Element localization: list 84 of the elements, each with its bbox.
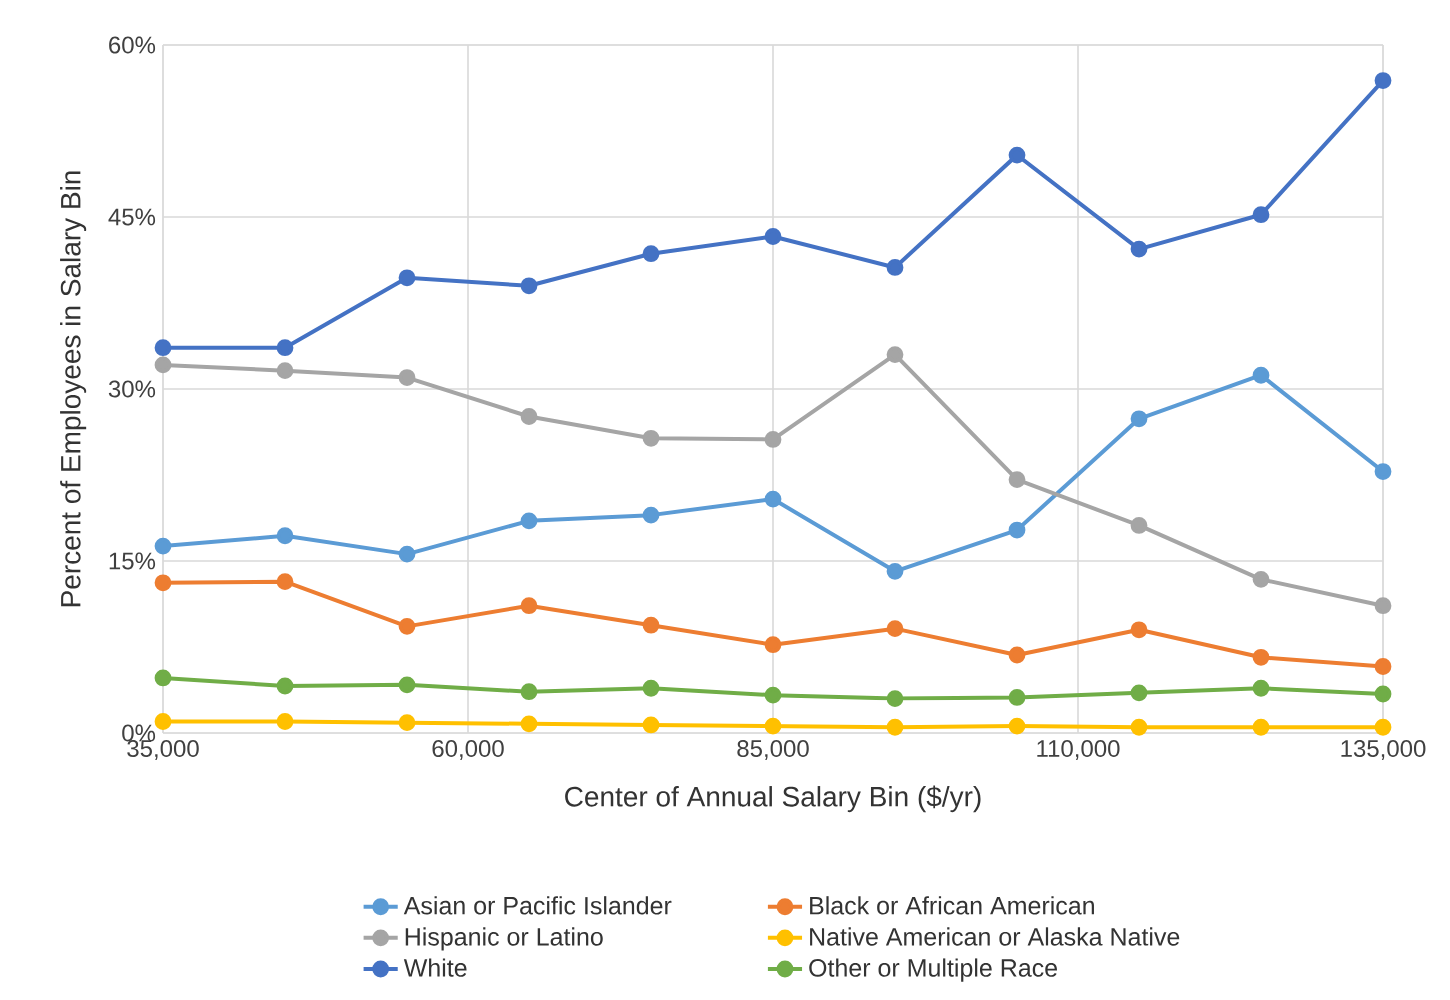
point bbox=[154, 669, 172, 687]
point bbox=[520, 597, 538, 615]
y-tick-label: 0% bbox=[122, 724, 156, 742]
point bbox=[398, 269, 416, 287]
legend-label: Hispanic or Latino bbox=[405, 927, 603, 951]
point bbox=[764, 717, 782, 735]
point bbox=[1374, 72, 1392, 89]
point bbox=[276, 677, 294, 695]
point bbox=[642, 716, 660, 734]
point bbox=[1130, 718, 1148, 736]
point bbox=[1008, 146, 1026, 164]
x-tick-label: 135,000 bbox=[1341, 740, 1426, 760]
point bbox=[886, 346, 904, 363]
point bbox=[520, 715, 538, 733]
point bbox=[1008, 646, 1026, 664]
y-axis-title: Percent of Employees in Salary Bin bbox=[60, 171, 87, 607]
legend-label: Asian or Pacific Islander bbox=[403, 896, 672, 915]
point bbox=[1252, 206, 1270, 224]
x-tick-label: 35,000 bbox=[127, 740, 199, 760]
x-tick-label: 85,000 bbox=[737, 740, 809, 760]
point bbox=[398, 714, 416, 732]
point bbox=[154, 574, 172, 592]
point bbox=[1252, 366, 1270, 384]
point bbox=[398, 545, 416, 563]
point bbox=[1374, 658, 1392, 675]
point bbox=[276, 339, 294, 357]
point bbox=[1130, 684, 1148, 702]
point bbox=[154, 356, 172, 374]
point bbox=[642, 506, 660, 524]
point bbox=[154, 713, 172, 730]
point bbox=[642, 616, 660, 634]
point bbox=[1008, 521, 1026, 539]
x-tick-label: 110,000 bbox=[1037, 740, 1120, 760]
point bbox=[764, 636, 782, 654]
x-tick-label: 60,000 bbox=[432, 740, 504, 760]
point bbox=[886, 718, 904, 736]
y-tick-label: 30% bbox=[108, 380, 156, 398]
legend-label: Other or Multiple Race bbox=[809, 958, 1057, 982]
y-tick-label: 15% bbox=[109, 552, 156, 570]
point bbox=[764, 228, 782, 245]
point bbox=[1130, 621, 1148, 639]
point bbox=[1252, 679, 1270, 697]
point bbox=[886, 690, 904, 707]
point bbox=[520, 277, 538, 295]
x-axis-title: Center of Annual Salary Bin ($/yr) bbox=[565, 785, 981, 813]
legend-label: Native American or Alaska Native bbox=[810, 927, 1180, 946]
point bbox=[276, 713, 294, 730]
point bbox=[1374, 463, 1392, 480]
point bbox=[1252, 718, 1270, 736]
point bbox=[520, 408, 538, 425]
legend-label: White bbox=[403, 958, 467, 977]
point bbox=[642, 679, 660, 697]
point bbox=[1130, 240, 1148, 258]
point bbox=[276, 573, 294, 591]
point bbox=[1374, 718, 1392, 736]
point bbox=[886, 620, 904, 638]
point bbox=[276, 362, 294, 380]
point bbox=[398, 617, 416, 635]
point bbox=[154, 339, 172, 357]
point bbox=[1252, 648, 1270, 666]
point bbox=[520, 683, 538, 701]
point bbox=[398, 369, 416, 386]
point bbox=[642, 429, 660, 447]
point bbox=[642, 245, 660, 263]
point bbox=[886, 562, 904, 580]
point bbox=[1008, 471, 1026, 488]
point bbox=[1374, 597, 1392, 615]
point bbox=[764, 490, 782, 508]
point bbox=[1374, 685, 1392, 703]
legend-label: Black or African American bbox=[810, 896, 1094, 915]
point bbox=[1008, 689, 1026, 706]
point bbox=[276, 527, 294, 545]
point bbox=[1252, 570, 1270, 588]
point bbox=[1130, 517, 1148, 534]
point bbox=[1008, 717, 1026, 735]
point bbox=[154, 537, 172, 555]
point bbox=[398, 676, 416, 694]
y-tick-label: 60% bbox=[109, 36, 156, 54]
point bbox=[764, 686, 782, 704]
y-tick-label: 45% bbox=[108, 208, 156, 226]
point bbox=[886, 259, 904, 276]
point bbox=[764, 431, 782, 448]
point bbox=[1130, 410, 1148, 428]
point bbox=[520, 512, 538, 530]
